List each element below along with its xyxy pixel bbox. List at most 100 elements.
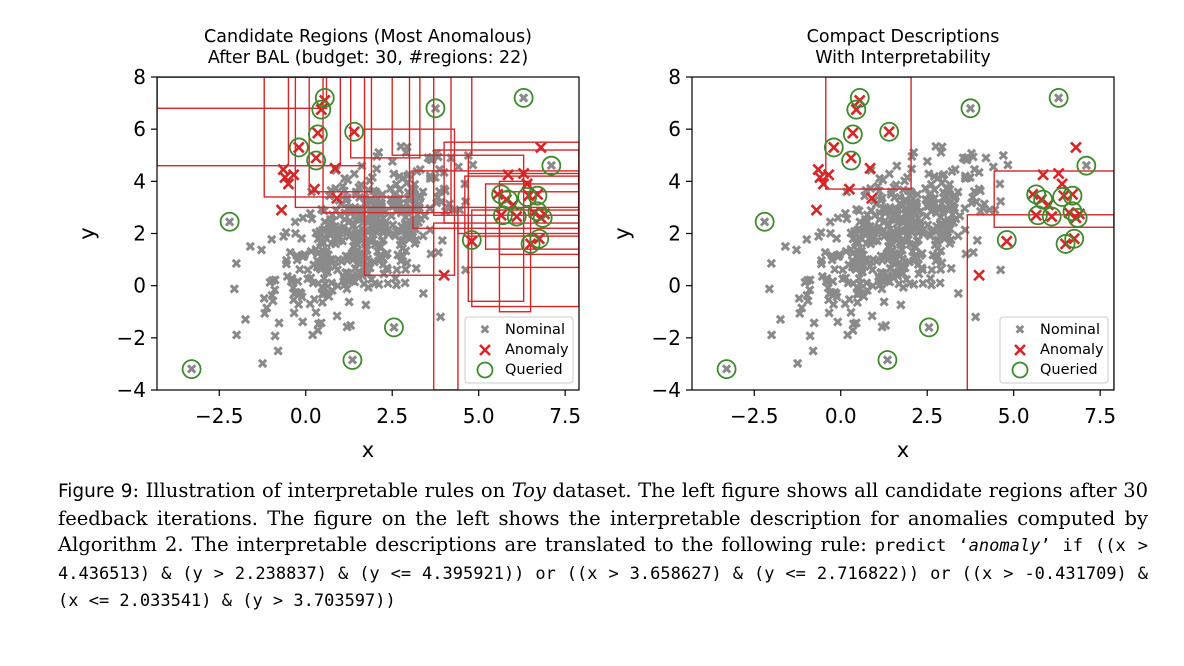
nominal-point: ✖ <box>401 217 413 233</box>
caption-dataset-name: Toy <box>511 479 546 502</box>
nominal-point: ✖ <box>870 197 882 213</box>
nominal-point: ✖ <box>880 318 892 334</box>
nominal-point: ✖ <box>353 181 365 197</box>
nominal-point: ✖ <box>340 265 352 281</box>
nominal-point: ✖ <box>845 305 857 321</box>
nominal-point: ✖ <box>351 243 363 259</box>
nominal-point: ✖ <box>361 243 373 259</box>
nominal-point: ✖ <box>926 204 938 220</box>
chart-title-line2: After BAL (budget: 30, #regions: 22) <box>208 48 528 68</box>
nominal-point: ✖ <box>314 224 326 240</box>
nominal-point: ✖ <box>402 228 414 244</box>
nominal-point: ✖ <box>901 205 913 221</box>
nominal-point: ✖ <box>432 191 444 207</box>
nominal-point: ✖ <box>897 267 909 283</box>
x-axis-label: x <box>362 438 374 462</box>
nominal-point: ✖ <box>355 206 367 222</box>
nominal-point: ✖ <box>897 212 909 228</box>
nominal-point: ✖ <box>381 261 393 277</box>
nominal-point: ✖ <box>390 191 402 207</box>
nominal-point: ✖ <box>883 230 895 246</box>
nominal-point: ✖ <box>903 233 915 249</box>
nominal-point: ✖ <box>890 257 902 273</box>
nominal-point: ✖ <box>867 253 879 269</box>
nominal-point: ✖ <box>934 222 946 238</box>
nominal-point: ✖ <box>966 147 978 163</box>
nominal-point: ✖ <box>264 275 276 291</box>
nominal-point: ✖ <box>928 223 940 239</box>
nominal-point: ✖ <box>929 170 941 186</box>
nominal-point: ✖ <box>946 200 958 216</box>
nominal-point: ✖ <box>867 263 879 279</box>
nominal-point: ✖ <box>997 148 1009 164</box>
nominal-point: ✖ <box>402 185 414 201</box>
nominal-point: ✖ <box>879 201 891 217</box>
nominal-point: ✖ <box>987 160 999 176</box>
nominal-point: ✖ <box>361 213 373 229</box>
nominal-point: ✖ <box>959 169 971 185</box>
nominal-point: ✖ <box>297 315 309 331</box>
nominal-point: ✖ <box>975 205 987 221</box>
nominal-point: ✖ <box>401 140 413 156</box>
nominal-point: ✖ <box>310 305 322 321</box>
nominal-point: ✖ <box>856 262 868 278</box>
nominal-point: ✖ <box>848 261 860 277</box>
nominal-point: ✖ <box>959 201 971 217</box>
nominal-point: ✖ <box>898 214 910 230</box>
nominal-point: ✖ <box>389 229 401 245</box>
nominal-point: ✖ <box>348 230 360 246</box>
nominal-point: ✖ <box>974 184 986 200</box>
nominal-point: ✖ <box>336 234 348 250</box>
nominal-point: ✖ <box>371 215 383 231</box>
legend-label: Anomaly <box>505 342 569 358</box>
nominal-point: ✖ <box>927 248 939 264</box>
figure-caption: Figure 9: Illustration of interpretable … <box>58 478 1148 615</box>
nominal-point: ✖ <box>829 263 841 279</box>
region-box <box>412 170 579 229</box>
caption-rule-prefix: predict ‘ <box>874 536 969 556</box>
nominal-point: ✖ <box>947 208 959 224</box>
y-tick-label: 4 <box>668 169 681 193</box>
nominal-point: ✖ <box>766 328 778 344</box>
nominal-point: ✖ <box>417 185 429 201</box>
nominal-point: ✖ <box>883 252 895 268</box>
nominal-point: ✖ <box>874 277 886 293</box>
nominal-point: ✖ <box>908 145 920 161</box>
nominal-point: ✖ <box>261 301 273 317</box>
nominal-point: ✖ <box>878 229 890 245</box>
nominal-point: ✖ <box>324 220 336 236</box>
nominal-point: ✖ <box>356 222 368 238</box>
nominal-point: ✖ <box>379 219 391 235</box>
nominal-point: ✖ <box>399 222 411 238</box>
nominal-point: ✖ <box>299 247 311 263</box>
nominal-point: ✖ <box>848 256 860 272</box>
nominal-point: ✖ <box>932 233 944 249</box>
nominal-point: ✖ <box>346 247 358 263</box>
nominal-point: ✖ <box>938 214 950 230</box>
nominal-point: ✖ <box>291 286 303 302</box>
nominal-point: ✖ <box>866 309 878 325</box>
anomaly-point <box>348 125 361 138</box>
nominal-point: ✖ <box>896 215 908 231</box>
nominal-point: ✖ <box>874 224 886 240</box>
nominal-point: ✖ <box>863 221 875 237</box>
nominal-point: ✖ <box>444 197 456 213</box>
nominal-point: ✖ <box>328 232 340 248</box>
nominal-point: ✖ <box>922 155 934 171</box>
nominal-point: ✖ <box>316 281 328 297</box>
nominal-point: ✖ <box>854 277 866 293</box>
nominal-point: ✖ <box>882 269 894 285</box>
nominal-point: ✖ <box>854 282 866 298</box>
nominal-point: ✖ <box>369 277 381 293</box>
nominal-point: ✖ <box>350 227 362 243</box>
nominal-point: ✖ <box>362 198 374 214</box>
nominal-point: ✖ <box>871 234 883 250</box>
nominal-point: ✖ <box>831 290 843 306</box>
nominal-point: ✖ <box>373 145 385 161</box>
nominal-point: ✖ <box>342 266 354 282</box>
nominal-point: ✖ <box>269 283 281 299</box>
nominal-point: ✖ <box>927 196 939 212</box>
nominal-point: ✖ <box>865 237 877 253</box>
nominal-point: ✖ <box>960 247 972 263</box>
nominal-point: ✖ <box>794 306 806 322</box>
